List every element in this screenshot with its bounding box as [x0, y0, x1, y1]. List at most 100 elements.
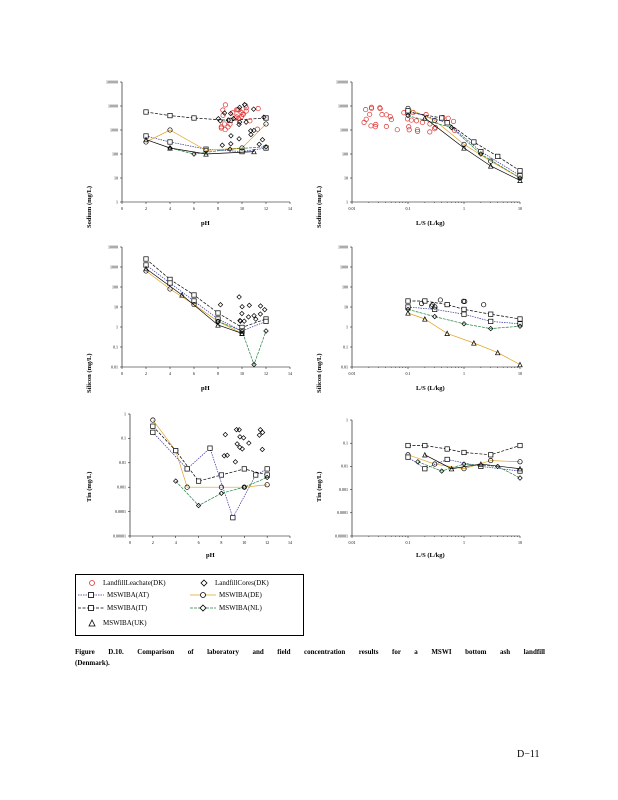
x-tick-label: 14 [288, 206, 292, 211]
data-point [478, 461, 484, 467]
data-point [218, 490, 225, 496]
data-point [405, 298, 411, 304]
data-point [173, 478, 179, 484]
y-tick-label: 1000 [340, 264, 348, 269]
square-line-marker-icon [78, 605, 104, 611]
legend-item-landfill-cores: LandfillCores(DK) [196, 579, 269, 587]
data-point [461, 141, 467, 147]
legend-item-mswiba-at: MSWIBA(AT) [78, 591, 149, 599]
data-point [461, 306, 467, 312]
data-point [388, 117, 394, 123]
data-point [383, 123, 389, 129]
data-point [241, 101, 248, 108]
data-point [422, 466, 428, 472]
data-point [218, 484, 224, 490]
data-point [405, 442, 411, 449]
data-point [167, 280, 173, 286]
data-point [232, 459, 239, 465]
series-line [408, 300, 521, 320]
data-point [259, 429, 266, 436]
data-point [517, 316, 523, 322]
chart-legend: LandfillLeachate(DK) LandfillCores(DK) M… [75, 574, 304, 636]
data-point [253, 472, 259, 478]
data-point [471, 139, 477, 145]
data-point [264, 474, 270, 481]
data-point [361, 119, 367, 125]
data-point [143, 133, 149, 139]
series-line [145, 123, 267, 151]
x-tick-label: 2 [145, 371, 147, 376]
data-point [150, 429, 156, 435]
data-point [263, 145, 269, 151]
data-point [405, 112, 411, 119]
data-point [236, 104, 243, 111]
data-point [255, 106, 261, 112]
x-tick-label: 8 [217, 206, 219, 211]
data-point [143, 136, 149, 143]
y-tick-label: 10 [114, 175, 118, 180]
series-line [424, 117, 521, 181]
data-point [227, 110, 234, 117]
data-point [404, 116, 411, 122]
data-point [215, 322, 221, 328]
data-point [245, 314, 252, 320]
data-point [150, 423, 156, 429]
y-tick-label: 10 [344, 175, 348, 180]
y-tick-label: 1 [124, 411, 126, 416]
chart-sodium-ph: Sodium (mg/L) 100000 10000 1000 100 10 1 0 2 4 6 8… [82, 78, 302, 228]
chart-tin-ls: Tin (mg/L) 1 0.1 0.01 0.001 0.0001 0.00001 0.0… [312, 410, 532, 560]
data-point [233, 115, 239, 121]
data-point [167, 286, 173, 292]
data-point [263, 144, 269, 150]
y-axis-label: Silicon (mg/L) [86, 353, 93, 393]
y-tick-label: 10000 [108, 244, 118, 249]
series-line [145, 139, 255, 155]
data-point [143, 262, 149, 268]
data-point [487, 163, 494, 169]
y-axis-label: Sodium (mg/L) [86, 185, 93, 228]
data-point [263, 318, 269, 324]
data-point [248, 131, 254, 138]
data-point [379, 112, 385, 118]
data-point [264, 482, 270, 488]
plot-area: 10000 1000 100 10 1 0.1 0.010.01 0.1 1 10 [338, 244, 523, 376]
y-tick-label: 1 [346, 324, 348, 329]
x-tick-label: 1 [463, 206, 465, 211]
data-point [256, 432, 263, 438]
data-point [517, 475, 523, 481]
data-point [246, 302, 253, 309]
y-axis-label: Tin (mg/L) [316, 471, 323, 502]
x-tick-label: 10 [240, 206, 244, 211]
data-point [219, 142, 225, 148]
data-point [439, 115, 445, 121]
data-point [251, 312, 257, 319]
y-axis-label: Silicon (mg/L) [316, 353, 323, 393]
data-point [143, 256, 149, 262]
data-point [422, 442, 428, 449]
data-point [488, 458, 494, 464]
data-point [251, 127, 257, 134]
y-tick-label: 1000 [110, 264, 118, 269]
y-tick-label: 0.1 [121, 436, 126, 441]
data-point [239, 145, 245, 151]
series-line [407, 110, 521, 176]
data-point [191, 302, 197, 308]
data-point [415, 459, 421, 465]
x-tick-label: 0.01 [349, 540, 356, 545]
data-point [207, 445, 213, 451]
y-tick-label: 0.0001 [115, 509, 126, 514]
x-tick-label: 8 [217, 371, 219, 376]
data-point [494, 349, 501, 356]
data-point [250, 106, 257, 112]
square-line-marker-icon [78, 592, 104, 598]
data-point [143, 265, 149, 272]
data-point [228, 133, 234, 139]
data-point [184, 466, 190, 472]
data-point [191, 115, 197, 121]
data-point [239, 310, 245, 317]
data-point [239, 304, 245, 310]
data-point [167, 145, 173, 151]
series-line [424, 454, 521, 470]
data-point [259, 137, 266, 143]
